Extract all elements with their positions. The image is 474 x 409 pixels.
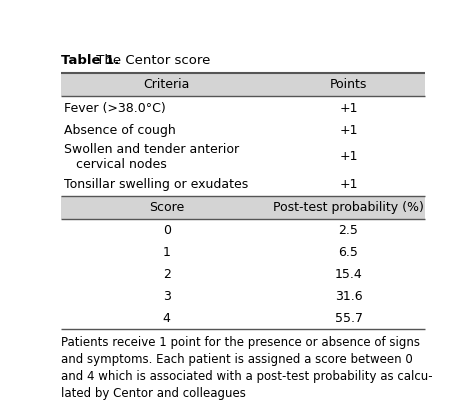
Text: Score: Score (149, 201, 184, 214)
Text: 15.4: 15.4 (335, 268, 363, 281)
Text: Fever (>38.0°C): Fever (>38.0°C) (64, 101, 166, 115)
Text: 0: 0 (163, 224, 171, 237)
Text: +1: +1 (339, 178, 358, 191)
Text: +1: +1 (339, 124, 358, 137)
Text: Tonsillar swelling or exudates: Tonsillar swelling or exudates (64, 178, 248, 191)
Text: 4: 4 (163, 312, 171, 325)
Text: 2: 2 (163, 268, 171, 281)
Text: 1: 1 (163, 246, 171, 259)
Text: Table 1.: Table 1. (61, 54, 119, 67)
Text: Swollen and tender anterior
   cervical nodes: Swollen and tender anterior cervical nod… (64, 143, 239, 171)
Text: Absence of cough: Absence of cough (64, 124, 176, 137)
Text: The Centor score: The Centor score (92, 54, 210, 67)
Text: +1: +1 (339, 151, 358, 164)
Text: 31.6: 31.6 (335, 290, 362, 303)
Text: Criteria: Criteria (144, 78, 190, 91)
Text: Patients receive 1 point for the presence or absence of signs
and symptoms. Each: Patients receive 1 point for the presenc… (61, 336, 433, 400)
Text: +1: +1 (339, 101, 358, 115)
Text: 55.7: 55.7 (335, 312, 363, 325)
Bar (61, 73, 425, 96)
Text: 6.5: 6.5 (338, 246, 358, 259)
Text: Points: Points (330, 78, 367, 91)
Text: Post-test probability (%): Post-test probability (%) (273, 201, 424, 214)
Text: 2.5: 2.5 (338, 224, 358, 237)
Text: 3: 3 (163, 290, 171, 303)
Bar (61, 196, 425, 219)
